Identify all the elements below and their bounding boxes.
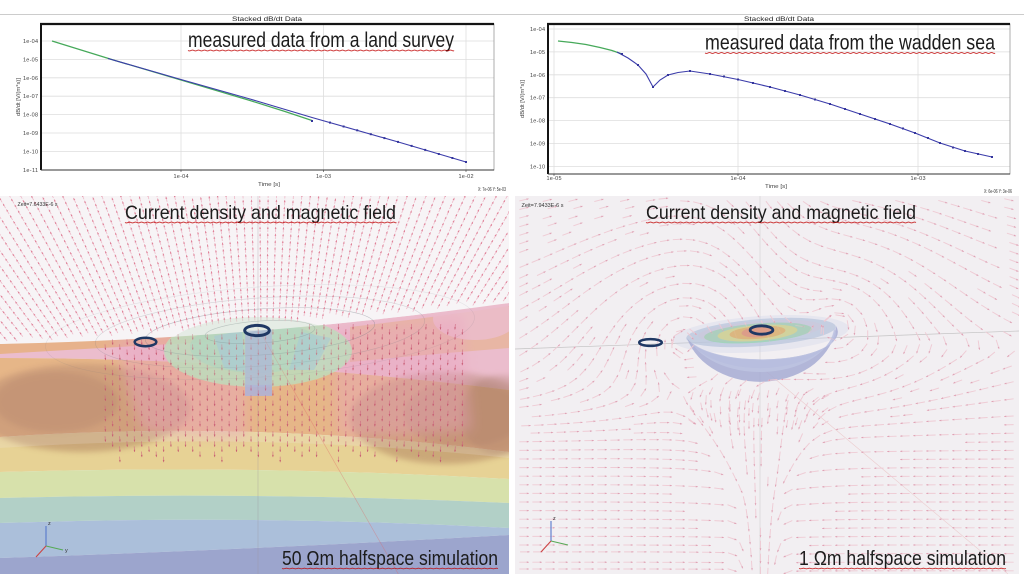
svg-text:1e-04: 1e-04 <box>174 174 189 180</box>
svg-text:1e-02: 1e-02 <box>459 174 474 180</box>
svg-text:1 Ωm halfspace simulation: 1 Ωm halfspace simulation <box>799 548 1006 570</box>
svg-text:1e-10: 1e-10 <box>530 164 545 170</box>
svg-text:1e-04: 1e-04 <box>530 27 545 33</box>
svg-text:X: 7e-06 Y: 5e-03: X: 7e-06 Y: 5e-03 <box>478 187 506 193</box>
svg-text:y: y <box>65 548 68 554</box>
svg-text:1e-04: 1e-04 <box>23 39 38 45</box>
svg-text:Time [s]: Time [s] <box>258 182 281 188</box>
svg-text:1e-05: 1e-05 <box>547 176 562 182</box>
svg-text:z: z <box>48 521 51 527</box>
svg-text:1e-06: 1e-06 <box>23 76 38 82</box>
svg-text:dB/dt [V/(m*s)]: dB/dt [V/(m*s)] <box>16 77 22 116</box>
svg-text:1e-08: 1e-08 <box>530 119 545 125</box>
svg-text:measured data from the wadden: measured data from the wadden sea <box>705 32 995 55</box>
svg-text:1e-07: 1e-07 <box>530 96 545 102</box>
svg-text:1e-05: 1e-05 <box>530 50 545 56</box>
svg-text:1e-10: 1e-10 <box>23 149 38 155</box>
svg-text:Zeit=7.9433E-6 s: Zeit=7.9433E-6 s <box>522 203 565 209</box>
svg-text:1e-06: 1e-06 <box>530 73 545 79</box>
svg-text:1e-07: 1e-07 <box>23 94 38 100</box>
svg-text:1e-09: 1e-09 <box>23 131 38 137</box>
svg-text:1e-03: 1e-03 <box>316 174 331 180</box>
svg-text:X: 6e-06 Y: 3e-06: X: 6e-06 Y: 3e-06 <box>984 189 1012 195</box>
svg-text:measured data from a land surv: measured data from a land survey <box>188 29 454 52</box>
svg-text:1e-04: 1e-04 <box>731 176 746 182</box>
svg-text:Time [s]: Time [s] <box>765 184 788 190</box>
svg-text:1e-11: 1e-11 <box>23 168 38 174</box>
svg-text:Stacked dB/dt Data: Stacked dB/dt Data <box>744 16 814 23</box>
svg-text:1e-05: 1e-05 <box>23 57 38 63</box>
svg-text:dB/dt [V/(m*s)]: dB/dt [V/(m*s)] <box>520 79 526 118</box>
svg-text:Current density and magnetic f: Current density and magnetic field <box>125 202 396 224</box>
svg-text:Stacked dB/dt Data: Stacked dB/dt Data <box>232 16 302 23</box>
svg-text:1e-08: 1e-08 <box>23 113 38 119</box>
svg-text:1e-09: 1e-09 <box>530 142 545 148</box>
svg-text:1e-03: 1e-03 <box>911 176 926 182</box>
svg-text:Current density and magnetic f: Current density and magnetic field <box>646 202 916 224</box>
svg-text:50 Ωm halfspace simulation: 50 Ωm halfspace simulation <box>282 548 498 570</box>
svg-text:Zeit=7.6433E-6 s: Zeit=7.6433E-6 s <box>18 202 59 208</box>
svg-text:z: z <box>553 516 556 522</box>
